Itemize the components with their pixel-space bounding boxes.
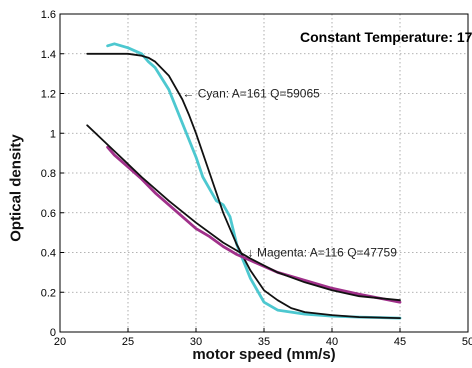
chart-title: Constant Temperature: 173degC xyxy=(300,29,472,45)
y-tick-label: 0.4 xyxy=(41,248,56,260)
y-axis-label: Optical density xyxy=(7,134,25,242)
x-tick-label: 45 xyxy=(394,336,406,348)
annotation-0: ← Cyan: A=161 Q=59065 xyxy=(182,87,320,101)
x-tick-label: 40 xyxy=(326,336,338,348)
series-cyan-fit xyxy=(86,52,401,320)
x-tick-label: 20 xyxy=(54,336,66,348)
x-tick-label: 25 xyxy=(122,336,134,348)
y-tick-label: 1.6 xyxy=(41,9,56,21)
x-axis-label: motor speed (mm/s) xyxy=(192,346,336,363)
series-cyan-measured xyxy=(106,42,402,320)
y-tick-label: 0.6 xyxy=(41,208,56,220)
ticks: 20 25 30 35 40 45 50 0 0.2 0.4 0.6 0.8 1 1.2 1.4 1.6 xyxy=(41,9,472,348)
series-group xyxy=(86,42,402,320)
y-tick-label: 1.4 xyxy=(41,49,56,61)
annotation-1: ↓ Magenta: A=116 Q=47759 xyxy=(248,246,398,260)
y-tick-label: 1 xyxy=(50,128,56,140)
x-tick-label: 50 xyxy=(462,336,472,348)
y-tick-label: 0.2 xyxy=(41,287,56,299)
y-tick-label: 1.2 xyxy=(41,89,56,101)
x-tick-label: 30 xyxy=(190,336,202,348)
y-tick-label: 0.8 xyxy=(41,168,56,180)
series-magenta-measured xyxy=(106,145,402,304)
y-tick-label: 0 xyxy=(50,327,56,339)
x-tick-label: 35 xyxy=(258,336,270,348)
series-magenta-fit xyxy=(86,124,401,302)
y-axis-label-wrap: Optical density xyxy=(6,134,26,242)
annotations: ← Cyan: A=161 Q=59065 ↓ Magenta: A=116 Q=… xyxy=(182,87,397,260)
